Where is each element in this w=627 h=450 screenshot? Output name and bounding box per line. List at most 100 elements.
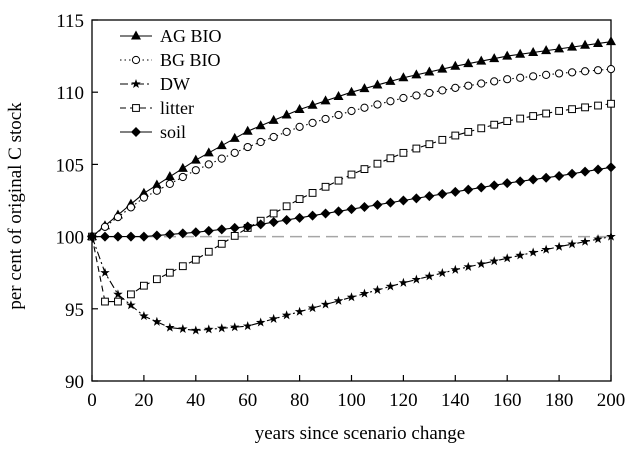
series-point	[359, 288, 370, 298]
series-soil	[87, 162, 616, 242]
series-point	[581, 103, 589, 112]
series-point	[216, 224, 227, 235]
series-point	[567, 68, 577, 77]
series-point	[386, 154, 395, 163]
series-point	[463, 58, 474, 68]
series-point	[282, 127, 291, 137]
series-point	[217, 239, 226, 248]
series-point	[359, 83, 370, 93]
y-tick-label: 115	[56, 11, 84, 32]
series-point	[515, 250, 525, 260]
series-point	[229, 132, 240, 142]
series-point	[360, 165, 369, 173]
series-point	[126, 300, 136, 310]
series-point	[502, 50, 513, 60]
series-point	[607, 99, 615, 108]
series-layer	[87, 36, 616, 335]
x-tick-label: 120	[389, 390, 418, 411]
series-point	[307, 303, 318, 313]
series-point	[268, 313, 279, 323]
series-point	[438, 135, 447, 144]
series-point	[294, 212, 305, 223]
series-point	[438, 86, 447, 95]
series-point	[294, 104, 305, 114]
legend-item: soil	[120, 122, 186, 142]
series-point	[503, 117, 512, 125]
x-tick-label: 140	[441, 390, 470, 411]
series-point	[101, 297, 109, 306]
series-point	[230, 231, 239, 240]
series-point	[476, 55, 487, 65]
series-point	[399, 148, 408, 157]
series-point	[114, 297, 122, 306]
series-point	[269, 209, 278, 218]
series-point	[321, 114, 330, 124]
series-point	[385, 281, 396, 291]
series-point	[502, 178, 513, 189]
series-point	[229, 222, 240, 233]
series-point	[151, 230, 162, 241]
series-point	[541, 244, 551, 254]
series-point	[529, 112, 538, 120]
legend-item: DW	[120, 74, 190, 94]
series-point	[204, 247, 213, 256]
series-point	[424, 66, 435, 76]
series-point	[451, 83, 460, 92]
series-point	[580, 166, 591, 177]
series-point	[203, 225, 214, 236]
series-point	[347, 106, 356, 116]
series-point	[320, 95, 331, 105]
series-litter	[88, 99, 615, 306]
legend-marker	[132, 104, 140, 112]
series-point	[554, 170, 565, 181]
series-point	[308, 118, 317, 127]
series-point	[554, 43, 565, 53]
x-tick-label: 40	[186, 390, 205, 411]
series-point	[490, 77, 499, 86]
series-point	[216, 323, 227, 333]
series-point	[152, 316, 162, 326]
series-point	[489, 53, 500, 63]
series-point	[140, 281, 148, 290]
series-point	[477, 124, 486, 133]
series-point	[152, 275, 161, 284]
series-point	[502, 253, 512, 263]
series-point	[139, 311, 149, 321]
series-point	[191, 166, 200, 175]
series-point	[346, 86, 357, 96]
series-point	[307, 99, 318, 109]
series-point	[463, 261, 474, 271]
series-point	[127, 290, 135, 299]
series-point	[398, 195, 409, 206]
series-point	[593, 37, 604, 47]
y-tick-label: 110	[56, 83, 84, 104]
series-point	[204, 160, 213, 169]
series-point	[580, 39, 591, 49]
legend-item: BG BIO	[120, 50, 221, 70]
legend-item: AG BIO	[120, 26, 222, 46]
x-tick-label: 60	[238, 390, 257, 411]
series-point	[411, 274, 422, 284]
series-point	[528, 174, 539, 185]
series-point	[411, 193, 422, 204]
series-point	[386, 97, 395, 106]
series-point	[515, 48, 526, 58]
series-point	[151, 179, 162, 189]
series-point	[333, 206, 344, 217]
series-point	[165, 179, 174, 188]
series-point	[411, 69, 422, 79]
series-point	[178, 324, 188, 334]
legend-item: litter	[120, 98, 194, 118]
series-point	[216, 140, 227, 150]
series-point	[594, 101, 602, 110]
series-point	[126, 203, 136, 212]
x-axis-title: years since scenario change	[255, 423, 465, 444]
series-point	[528, 247, 538, 257]
series-point	[593, 164, 604, 175]
series-point	[398, 72, 409, 82]
series-point	[165, 322, 175, 332]
series-point	[191, 325, 201, 335]
series-point	[100, 267, 110, 277]
series-point	[476, 182, 487, 193]
series-point	[255, 219, 266, 230]
